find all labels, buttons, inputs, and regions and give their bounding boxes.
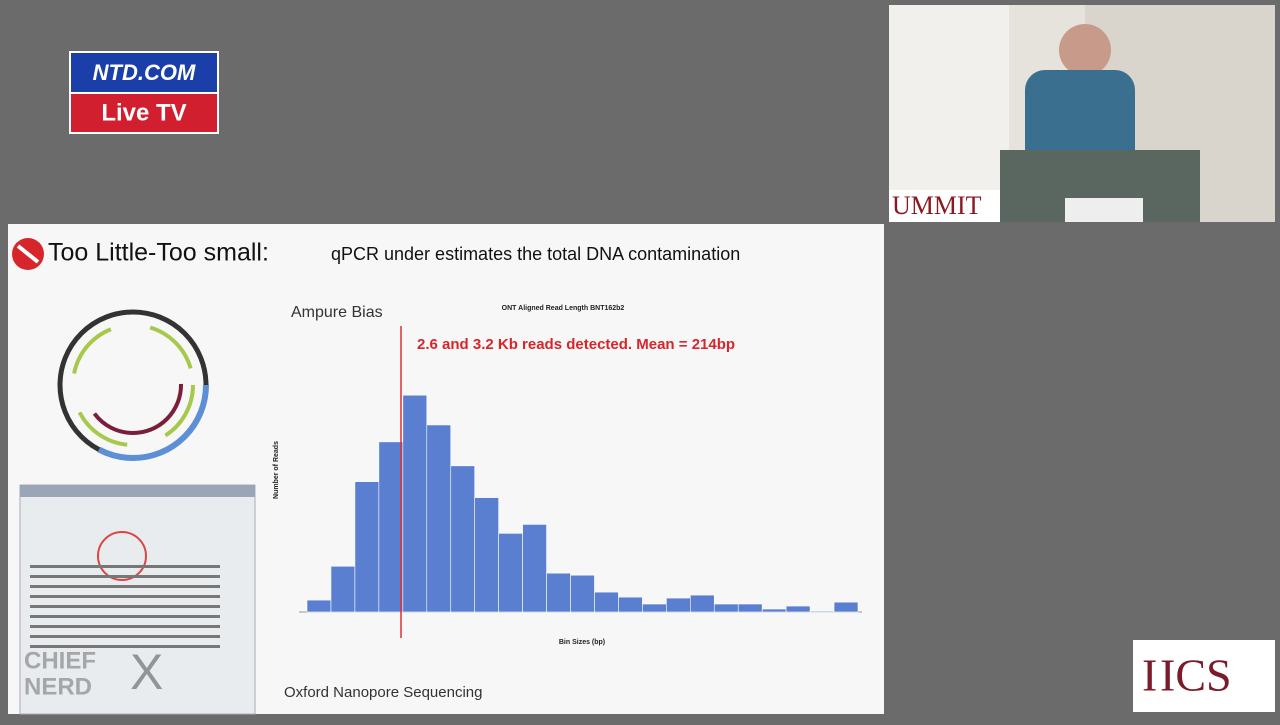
chart-label: Ampure Bias xyxy=(291,304,383,321)
logo-top xyxy=(69,51,219,94)
x-axis-label: Bin Sizes (bp) xyxy=(559,639,605,646)
screen-board xyxy=(889,5,1009,195)
bar xyxy=(785,605,811,613)
logo-bottom xyxy=(69,92,219,134)
bar xyxy=(642,603,667,613)
watermark: NERD xyxy=(24,673,92,700)
bar xyxy=(306,599,332,613)
chart-title: ONT Aligned Read Length BNT162b2 xyxy=(502,305,625,312)
watermark: CHIEF xyxy=(24,647,96,674)
bar xyxy=(809,610,835,613)
bar xyxy=(378,441,404,613)
bar xyxy=(546,572,571,613)
bar xyxy=(594,591,619,613)
slide-footer: Oxford Nanopore Sequencing xyxy=(284,684,482,701)
logo-text: NTD.COM xyxy=(93,60,196,85)
bar xyxy=(761,608,787,613)
banner xyxy=(889,190,1007,222)
bar xyxy=(402,394,428,613)
venue-logo-mark: I xyxy=(1142,650,1157,701)
bar xyxy=(498,533,523,613)
plasmid-feature xyxy=(71,323,195,447)
bar xyxy=(690,594,715,613)
venue-logo xyxy=(1133,640,1275,712)
bar xyxy=(833,601,859,613)
bar xyxy=(330,565,356,613)
bar xyxy=(426,424,452,613)
sequence-table xyxy=(19,484,256,715)
speaker-head xyxy=(1059,24,1111,76)
table-rows xyxy=(30,565,220,648)
watermark: X xyxy=(130,644,163,700)
annotation: 2.6 and 3.2 Kb reads detected. Mean = 21… xyxy=(417,336,735,353)
speaker-body xyxy=(1025,70,1135,170)
plasmid-feature xyxy=(57,309,209,461)
bar xyxy=(354,481,380,613)
bar xyxy=(737,603,763,613)
highlight-circle xyxy=(97,531,147,581)
logo-text: Live TV xyxy=(101,99,186,126)
slide-title: Too Little-Too small: xyxy=(48,239,269,267)
bar xyxy=(522,524,547,613)
stop-icon-bar xyxy=(16,244,40,264)
bar xyxy=(474,497,499,613)
venue-logo-text: ICS xyxy=(1160,650,1232,701)
slide-subtitle: qPCR under estimates the total DNA conta… xyxy=(331,244,740,264)
plot xyxy=(299,394,862,613)
bar xyxy=(666,597,691,613)
banner-text: UMMIT xyxy=(892,191,982,220)
bar xyxy=(713,603,739,613)
plasmid-feature xyxy=(83,335,183,435)
table-header xyxy=(20,485,255,497)
podium-sign xyxy=(1065,198,1143,222)
bar xyxy=(618,596,643,613)
y-axis-label: Number of Reads xyxy=(273,441,280,499)
bar xyxy=(570,574,595,613)
bar xyxy=(450,465,475,613)
